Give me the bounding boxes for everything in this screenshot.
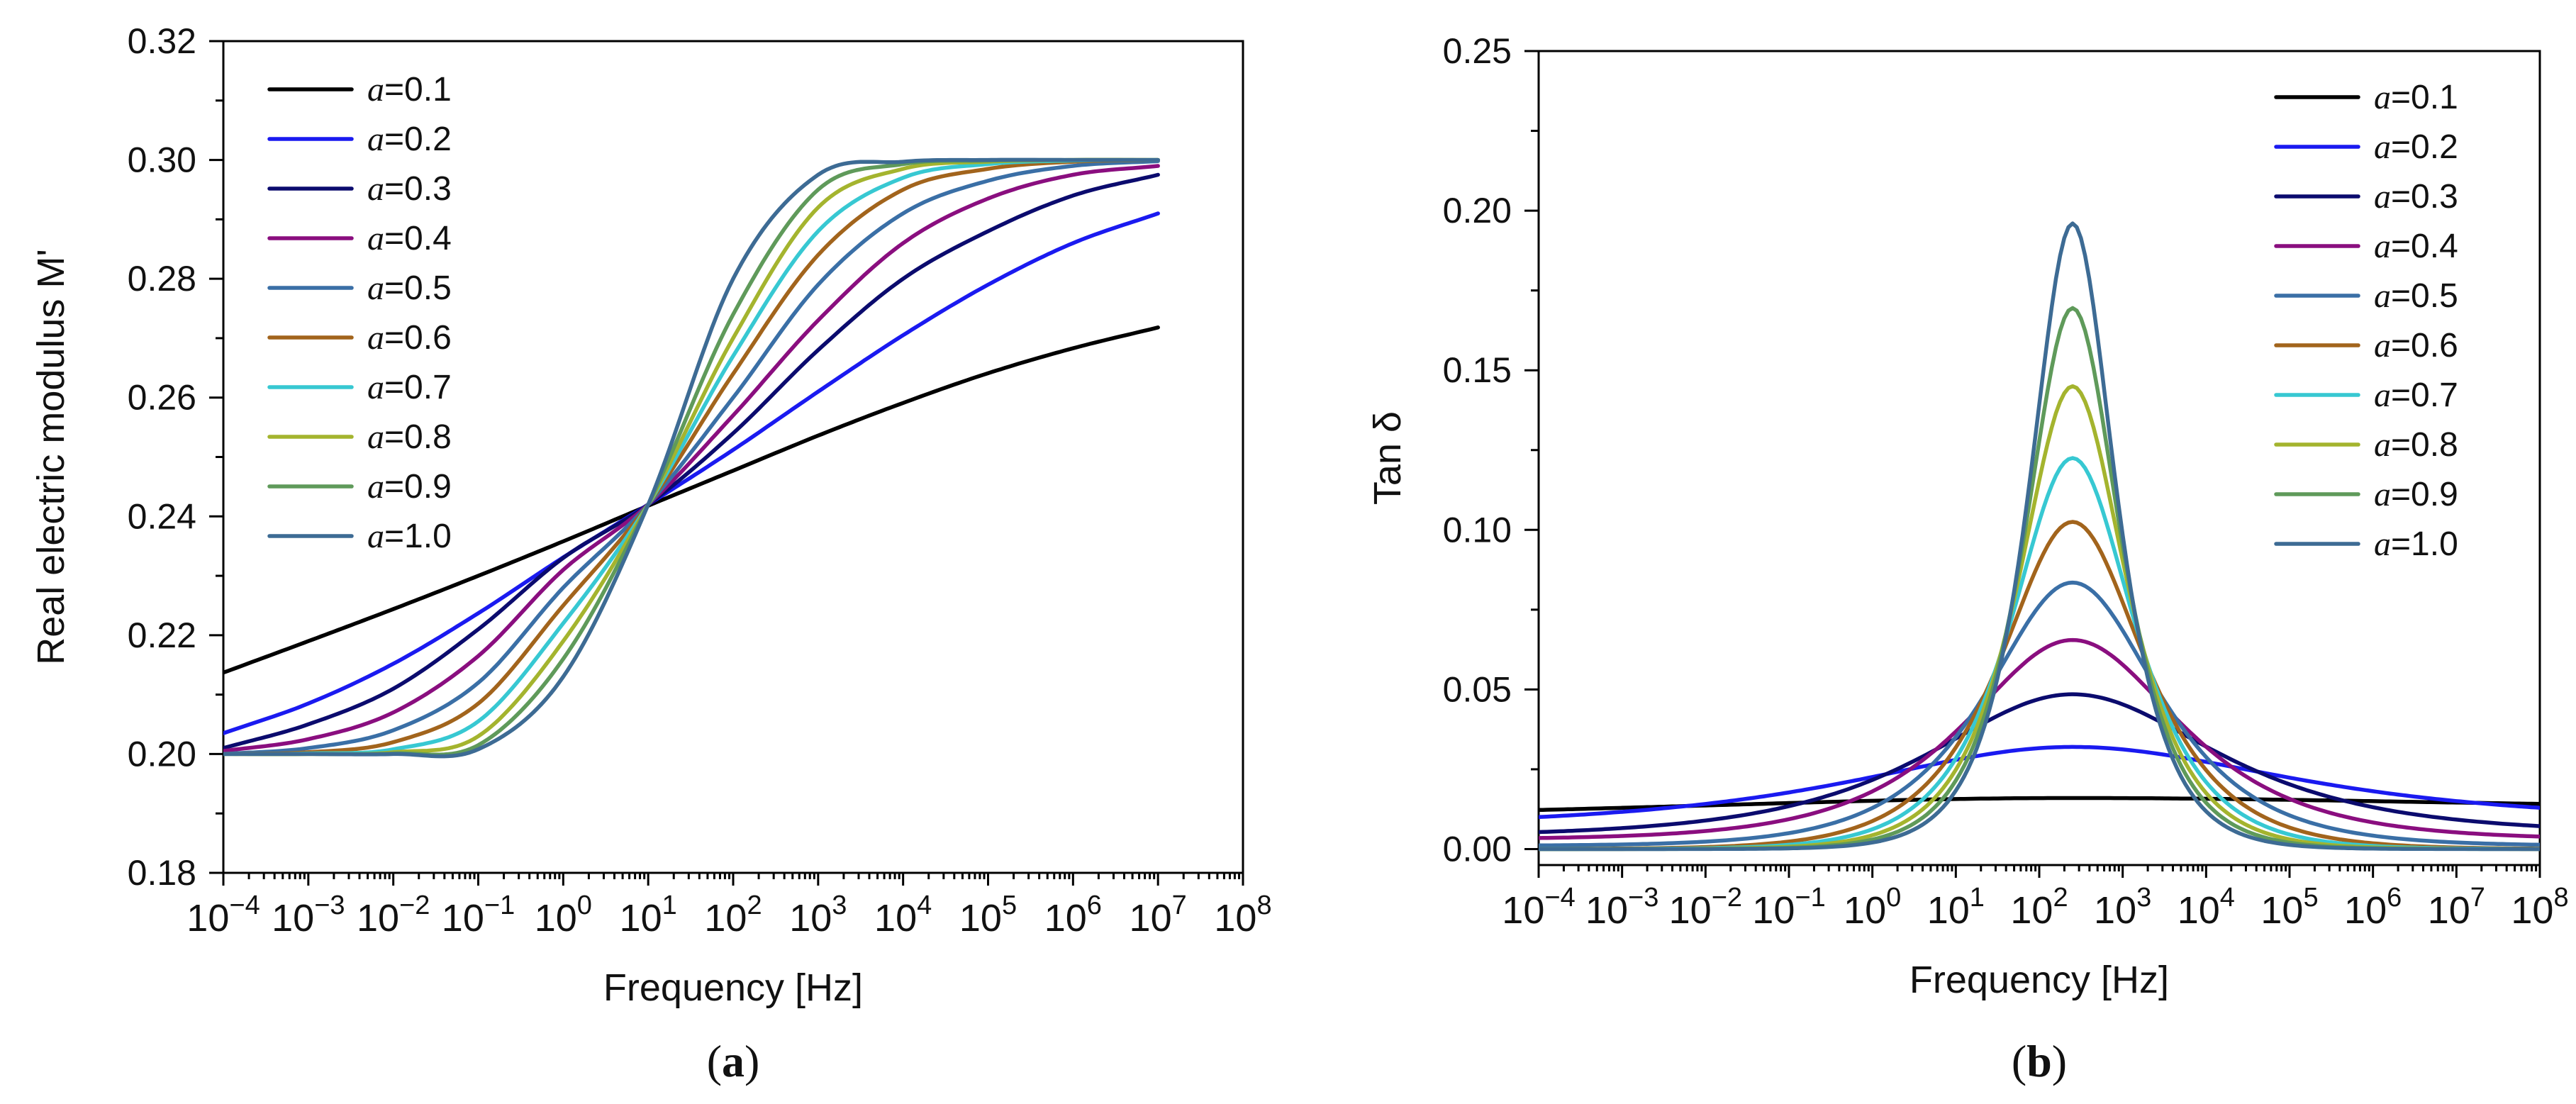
x-tick-label: 105 xyxy=(959,891,1017,939)
x-tick-label: 10−3 xyxy=(1585,883,1658,932)
x-tick-label: 10−2 xyxy=(1669,883,1742,932)
x-tick-label: 10−1 xyxy=(442,891,515,939)
y-tick-label: 0.20 xyxy=(1443,191,1512,230)
legend-label: a=0.5 xyxy=(2374,277,2458,315)
panel-label: (a) xyxy=(707,1036,760,1086)
x-tick-label: 103 xyxy=(2094,883,2151,932)
x-tick-label: 107 xyxy=(1130,891,1187,939)
x-tick-label: 10−4 xyxy=(186,891,260,939)
x-tick-label: 100 xyxy=(535,891,592,939)
series-line xyxy=(223,159,1160,757)
series-line xyxy=(1539,637,2540,840)
series-line xyxy=(223,164,1160,753)
series-line xyxy=(223,157,1160,757)
y-tick-label: 0.28 xyxy=(128,259,196,299)
legend-label: a=1.0 xyxy=(2374,525,2458,563)
curves xyxy=(1539,221,2540,852)
series-line xyxy=(223,157,1160,757)
legend-label: a=0.8 xyxy=(2374,426,2458,464)
series-line xyxy=(1539,221,2540,852)
x-axis-label: Frequency [Hz] xyxy=(1909,959,2169,1001)
legend-label: a=0.3 xyxy=(2374,178,2458,216)
x-tick-label: 108 xyxy=(1214,891,1271,939)
legend-label: a=0.7 xyxy=(367,369,452,406)
series-line xyxy=(223,211,1160,735)
y-tick-label: 0.22 xyxy=(128,615,196,655)
series-line xyxy=(1539,692,2540,835)
x-axis-label: Frequency [Hz] xyxy=(603,966,863,1009)
series-line xyxy=(1539,580,2540,848)
series-line xyxy=(1539,745,2540,820)
series-line xyxy=(223,157,1160,757)
legend-label: a=0.3 xyxy=(367,170,452,208)
y-tick-label: 0.05 xyxy=(1443,669,1512,709)
x-tick-label: 10−3 xyxy=(272,891,345,939)
x-tick-label: 104 xyxy=(2178,883,2235,932)
panel-a-chart: 10−4 10−3 10−2 10−1 100 101 102 103 104 105 106 107… xyxy=(30,21,1272,1086)
series-line xyxy=(223,157,1160,759)
y-tick-label: 0.32 xyxy=(128,21,196,61)
legend-label: a=0.1 xyxy=(2374,79,2458,116)
panel-b-chart: 10−4 10−3 10−2 10−1 100 101 102 103 104 105 106 107… xyxy=(1366,31,2569,1086)
x-tick-label: 104 xyxy=(874,891,932,939)
series-line xyxy=(223,172,1160,750)
y-tick-label: 0.26 xyxy=(128,378,196,418)
y-tick-label: 0.18 xyxy=(128,853,196,893)
series-line xyxy=(223,325,1160,675)
legend-label: a=1.0 xyxy=(367,518,452,555)
y-tick-label: 0.10 xyxy=(1443,510,1512,550)
x-tick-label: 107 xyxy=(2428,883,2485,932)
legend-label: a=0.2 xyxy=(2374,128,2458,166)
legend-label: a=0.1 xyxy=(367,71,452,108)
x-tick-label: 10−4 xyxy=(1502,883,1575,932)
x-tick-label: 108 xyxy=(2511,883,2568,932)
x-tick-label: 10−1 xyxy=(1752,883,1825,932)
y-tick-label: 0.25 xyxy=(1443,31,1512,71)
legend-label: a=0.5 xyxy=(367,269,452,307)
curves xyxy=(223,157,1160,759)
x-tick-label: 101 xyxy=(620,891,677,939)
legend-label: a=0.4 xyxy=(2374,228,2458,265)
x-tick-label: 106 xyxy=(1044,891,1102,939)
y-tick-label: 0.00 xyxy=(1443,829,1512,869)
legend-label: a=0.6 xyxy=(367,319,452,357)
y-tick-label: 0.24 xyxy=(128,496,196,536)
legend-label: a=0.4 xyxy=(367,220,452,257)
y-tick-label: 0.15 xyxy=(1443,350,1512,390)
y-tick-label: 0.30 xyxy=(128,140,196,180)
x-tick-label: 105 xyxy=(2260,883,2318,932)
y-axis-label: Real electric modulus M' xyxy=(30,249,72,665)
legend-label: a=0.2 xyxy=(367,121,452,158)
x-tick-label: 102 xyxy=(704,891,762,939)
legend-label: a=0.7 xyxy=(2374,377,2458,414)
y-axis-label: Tan δ xyxy=(1366,411,1409,505)
x-tick-label: 106 xyxy=(2344,883,2402,932)
x-tick-label: 100 xyxy=(1844,883,1901,932)
panel-label: (b) xyxy=(2012,1036,2067,1086)
series-line xyxy=(223,157,1160,757)
legend-label: a=0.8 xyxy=(367,418,452,456)
x-tick-label: 102 xyxy=(2010,883,2068,932)
x-tick-label: 10−2 xyxy=(357,891,430,939)
legend-label: a=0.6 xyxy=(2374,327,2458,364)
legend-label: a=0.9 xyxy=(367,468,452,506)
legend-label: a=0.9 xyxy=(2374,476,2458,513)
x-tick-label: 101 xyxy=(1927,883,1985,932)
x-tick-label: 103 xyxy=(789,891,847,939)
y-tick-label: 0.20 xyxy=(128,734,196,774)
